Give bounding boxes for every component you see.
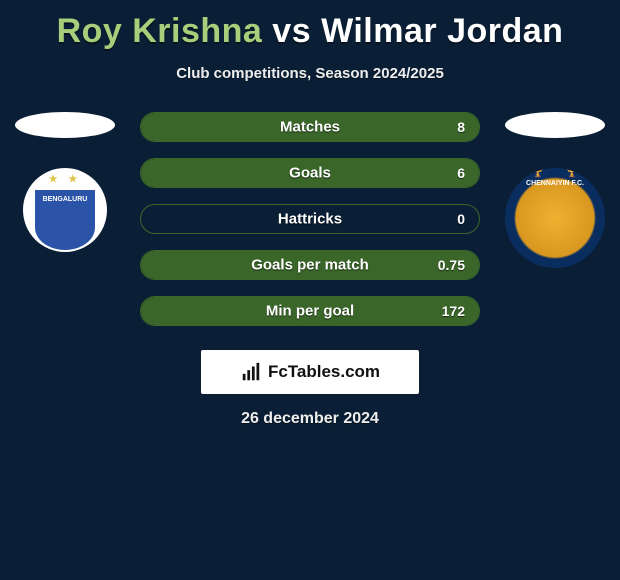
bar-chart-icon [240,361,262,383]
stars-icon: ★ ★ [49,174,82,185]
stats-bars: Matches 8 Goals 6 Hattricks 0 Goals per … [140,112,480,342]
vs-separator: vs [272,12,311,50]
stat-label: Hattricks [278,211,342,228]
stat-row: Matches 8 [140,112,480,142]
right-club-crest: 🏆🏆 CHENNAIYIN F.C. [505,168,605,268]
trophy-icon: 🏆🏆 [511,168,598,178]
brand-text: FcTables.com [268,362,380,382]
player2-name: Wilmar Jordan [321,12,563,50]
left-club-crest: ★ ★ BENGALURU [23,168,107,252]
stat-value: 0.75 [438,257,465,273]
brand-box: FcTables.com [201,350,419,394]
stat-value: 6 [457,165,465,181]
player1-name: Roy Krishna [57,12,263,50]
stat-row: Goals per match 0.75 [140,250,480,280]
stat-row: Goals 6 [140,158,480,188]
stat-value: 172 [442,303,465,319]
stat-value: 8 [457,119,465,135]
left-club-label: BENGALURU [43,196,88,204]
player2-silhouette [505,112,605,138]
stat-label: Goals per match [251,257,369,274]
stat-value: 0 [457,211,465,227]
stat-label: Matches [280,119,340,136]
comparison-title: Roy Krishna vs Wilmar Jordan [0,0,620,51]
right-side: 🏆🏆 CHENNAIYIN F.C. [500,112,610,268]
right-club-label: CHENNAIYIN F.C. [505,180,605,188]
left-side: ★ ★ BENGALURU [10,112,120,252]
date-stamp: 26 december 2024 [0,410,620,428]
stat-row: Hattricks 0 [140,204,480,234]
stat-label: Goals [289,165,331,182]
stat-row: Min per goal 172 [140,296,480,326]
player1-silhouette [15,112,115,138]
subtitle: Club competitions, Season 2024/2025 [0,65,620,82]
main-layout: ★ ★ BENGALURU Matches 8 Goals 6 Hattrick… [0,112,620,342]
stat-label: Min per goal [266,303,354,320]
